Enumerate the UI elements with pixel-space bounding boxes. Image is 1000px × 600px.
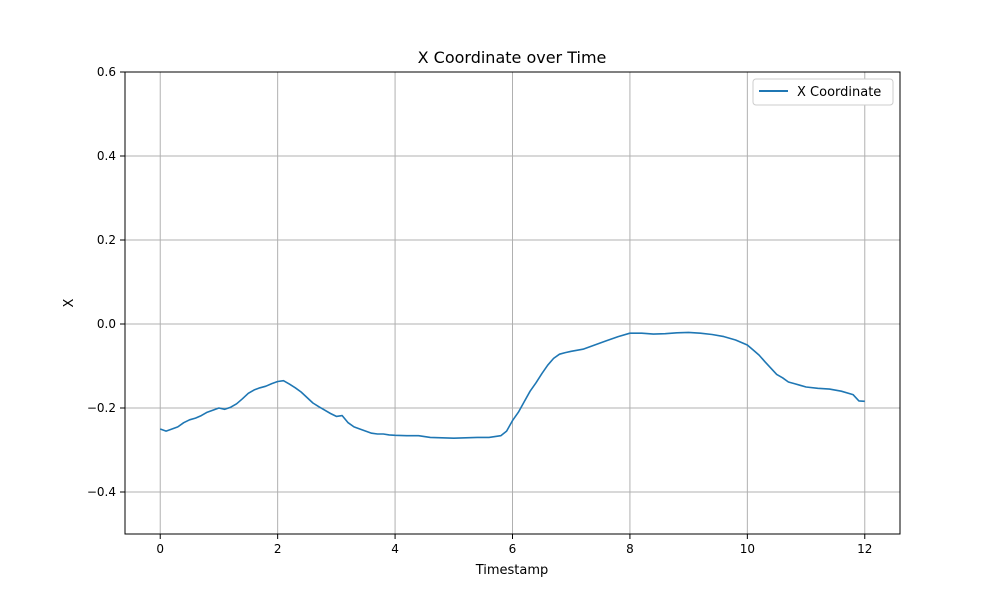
y-tick-label: 0.2 [97,233,116,247]
y-axis-label: X [62,298,77,307]
plot-area [159,331,865,440]
x-axis: 0 2 4 6 8 10 12 [156,534,872,556]
x-tick-label: 10 [740,542,755,556]
y-tick-label: 0.6 [97,65,116,79]
x-tick-label: 0 [156,542,164,556]
x-axis-label: Timestamp [475,563,549,578]
grid-lines [125,71,900,534]
chart-title: X Coordinate over Time [418,48,607,67]
y-tick-label: −0.4 [87,485,116,499]
x-tick-label: 8 [626,542,634,556]
x-tick-label: 2 [274,542,282,556]
y-tick-label: 0.4 [97,149,116,163]
legend-label-x-coordinate: X Coordinate [797,85,881,100]
series-line-x-coordinate [159,331,865,440]
x-tick-label: 12 [857,542,872,556]
x-tick-label: 4 [391,542,399,556]
legend-box [752,78,894,106]
legend: X Coordinate [752,78,894,106]
y-tick-label: 0.0 [97,317,116,331]
y-tick-label: −0.2 [87,401,116,415]
x-tick-label: 6 [509,542,517,556]
y-axis: −0.4 −0.2 0.0 0.2 0.4 0.6 [87,65,125,499]
